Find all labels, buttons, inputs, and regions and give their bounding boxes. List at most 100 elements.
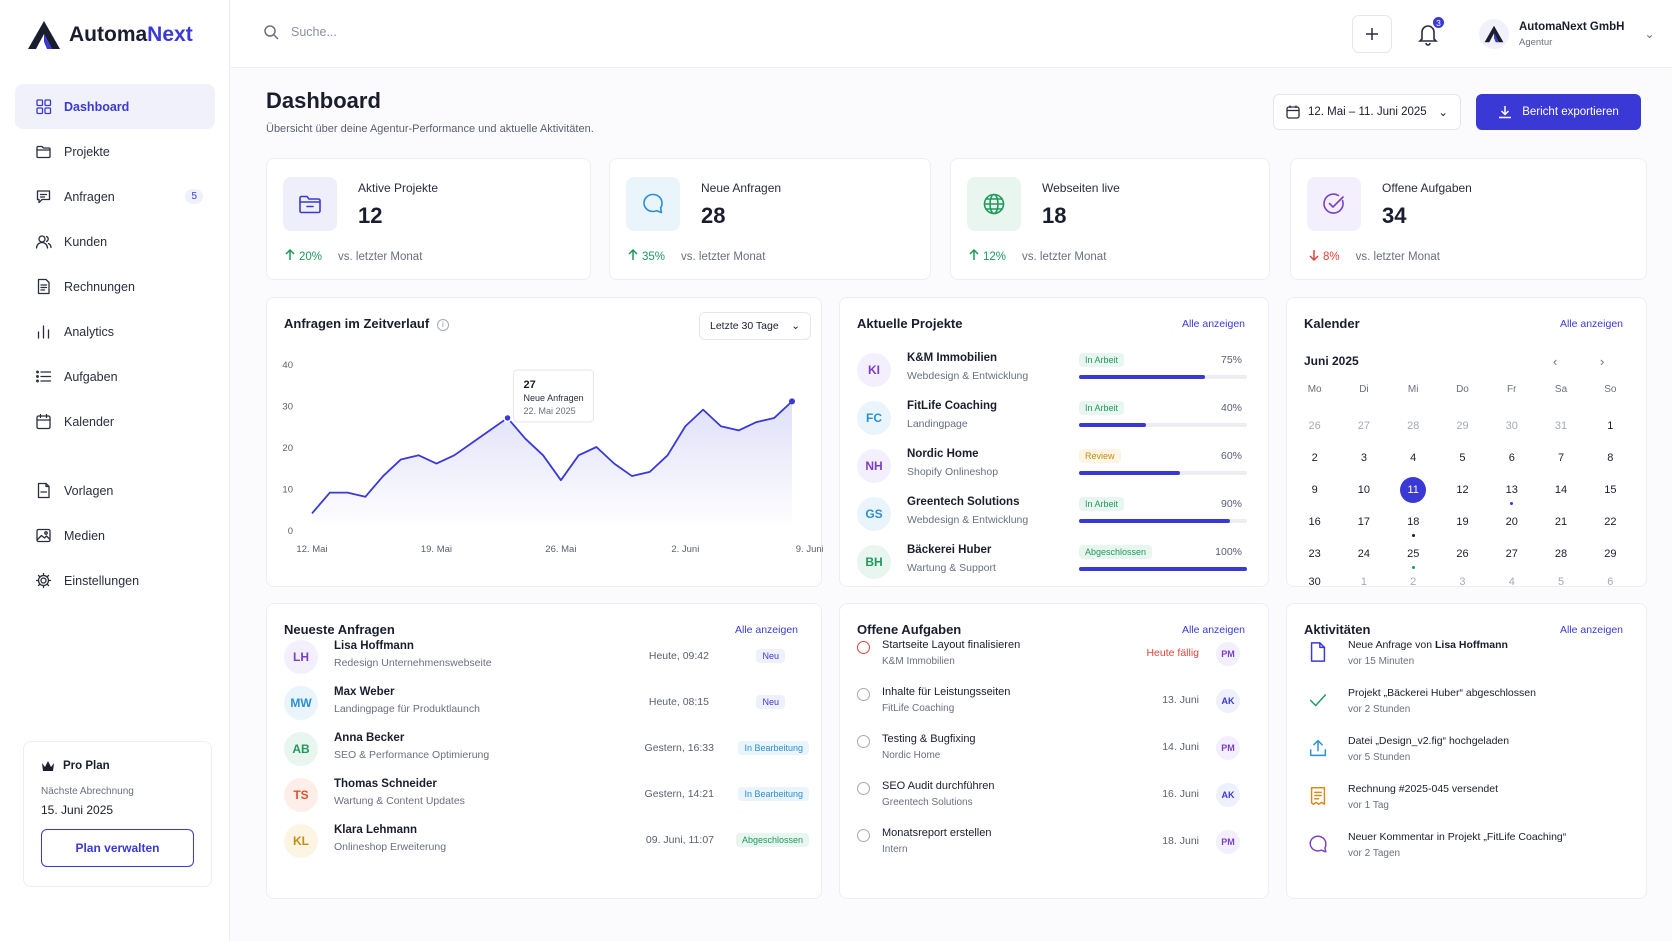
calendar-day[interactable]: 18 (1389, 506, 1438, 538)
sidebar-item-kunden[interactable]: Kunden (15, 219, 215, 264)
calendar-day[interactable]: 5 (1536, 570, 1585, 594)
calendar-day[interactable]: 4 (1487, 570, 1536, 594)
brand-logo[interactable]: AutomaNext (27, 20, 193, 50)
calendar-day[interactable]: 28 (1389, 410, 1438, 442)
calendar-day[interactable]: 12 (1438, 474, 1487, 506)
sidebar-item-analytics[interactable]: Analytics (15, 309, 215, 354)
sidebar-item-projekte[interactable]: Projekte (15, 129, 215, 174)
chevron-right-icon[interactable]: › (1600, 354, 1605, 369)
bell-icon[interactable] (1417, 22, 1439, 46)
calendar-day[interactable]: 30 (1487, 410, 1536, 442)
task-row[interactable]: Startseite Layout finalisieren K&M Immobi… (857, 636, 1242, 680)
task-checkbox[interactable] (857, 641, 870, 654)
project-percent: 75% (1220, 354, 1242, 366)
calendar-day[interactable]: 1 (1586, 410, 1635, 442)
requests-show-all-link[interactable]: Alle anzeigen (734, 624, 798, 636)
date-range-picker[interactable]: 12. Mai – 11. Juni 2025 ⌄ (1273, 94, 1461, 130)
calendar-day[interactable]: 31 (1536, 410, 1585, 442)
projects-show-all-link[interactable]: Alle anzeigen (1181, 318, 1245, 330)
calendar-day[interactable]: 6 (1487, 442, 1536, 474)
search-input[interactable]: Suche... (263, 24, 337, 40)
task-row[interactable]: Monatsreport erstellen Intern 18. Juni PM (857, 824, 1242, 868)
calendar-day[interactable]: 2 (1389, 570, 1438, 594)
calendar-day[interactable]: 15 (1586, 474, 1635, 506)
request-row[interactable]: KL Klara Lehmann Onlineshop Erweiterung 09.… (284, 820, 809, 864)
calendar-day[interactable]: 1 (1339, 570, 1388, 594)
project-row[interactable]: BH Bäckerei Huber Wartung & Support Abgesch… (857, 541, 1247, 585)
activities-show-all-link[interactable]: Alle anzeigen (1559, 624, 1623, 636)
chevron-left-icon[interactable]: ‹ (1553, 354, 1558, 369)
chart-range-select[interactable]: Letzte 30 Tage ⌄ (699, 312, 811, 340)
activity-item[interactable]: Projekt „Bäckerei Huber“ abgeschlossen vo… (1304, 684, 1624, 728)
calendar-day[interactable]: 27 (1487, 538, 1536, 570)
activity-item[interactable]: Datei „Design_v2.fig“ hochgeladen vor 5 S… (1304, 732, 1624, 776)
task-project: Nordic Home (882, 750, 941, 761)
add-button[interactable] (1352, 15, 1392, 53)
project-row[interactable]: FC FitLife Coaching Landingpage In Arbeit 40… (857, 397, 1247, 441)
calendar-day[interactable]: 21 (1536, 506, 1585, 538)
calendar-day[interactable]: 29 (1438, 410, 1487, 442)
request-row[interactable]: AB Anna Becker SEO & Performance Optimieru… (284, 728, 809, 772)
task-row[interactable]: Inhalte für Leistungsseiten FitLife Coach… (857, 683, 1242, 727)
calendar-day[interactable]: 26 (1438, 538, 1487, 570)
task-checkbox[interactable] (857, 688, 870, 701)
calendar-day[interactable]: 30 (1290, 570, 1339, 594)
sidebar-item-rechnungen[interactable]: Rechnungen (15, 264, 215, 309)
calendar-day[interactable]: 19 (1438, 506, 1487, 538)
comment-icon (1304, 830, 1332, 858)
activity-item[interactable]: Neue Anfrage von Lisa Hoffmann vor 15 Min… (1304, 636, 1624, 680)
calendar-show-all-link[interactable]: Alle anzeigen (1559, 318, 1623, 330)
calendar-day[interactable]: 22 (1586, 506, 1635, 538)
account-menu[interactable]: AutomaNext GmbH Agentur ⌄ (1479, 19, 1655, 49)
project-row[interactable]: KI K&M Immobilien Webdesign & Entwicklung I… (857, 349, 1247, 393)
request-row[interactable]: LH Lisa Hoffmann Redesign Unternehmenswebs… (284, 636, 809, 680)
calendar-day[interactable]: 20 (1487, 506, 1536, 538)
sidebar-item-vorlagen[interactable]: Vorlagen (15, 468, 215, 513)
calendar-day[interactable]: 13 (1487, 474, 1536, 506)
calendar-day[interactable]: 24 (1339, 538, 1388, 570)
task-checkbox[interactable] (857, 782, 870, 795)
activity-item[interactable]: Neuer Kommentar in Projekt „FitLife Coac… (1304, 828, 1624, 872)
calendar-day[interactable]: 8 (1586, 442, 1635, 474)
calendar-day[interactable]: 29 (1586, 538, 1635, 570)
calendar-day[interactable]: 14 (1536, 474, 1585, 506)
task-checkbox[interactable] (857, 829, 870, 842)
project-type: Webdesign & Entwicklung (907, 514, 1029, 526)
calendar-day[interactable]: 7 (1536, 442, 1585, 474)
calendar-day[interactable]: 27 (1339, 410, 1388, 442)
task-row[interactable]: Testing & Bugfixing Nordic Home 14. Juni PM (857, 730, 1242, 774)
calendar-day[interactable]: 2 (1290, 442, 1339, 474)
sidebar-item-aufgaben[interactable]: Aufgaben (15, 354, 215, 399)
calendar-day[interactable]: 9 (1290, 474, 1339, 506)
sidebar-item-medien[interactable]: Medien (15, 513, 215, 558)
sidebar-item-dashboard[interactable]: Dashboard (15, 84, 215, 129)
calendar-day[interactable]: 3 (1339, 442, 1388, 474)
calendar-day[interactable]: 16 (1290, 506, 1339, 538)
chart-tooltip-marker[interactable] (503, 413, 512, 423)
tasks-show-all-link[interactable]: Alle anzeigen (1181, 624, 1245, 636)
sidebar-item-anfragen[interactable]: Anfragen 5 (15, 174, 215, 219)
calendar-day[interactable]: 26 (1290, 410, 1339, 442)
activity-item[interactable]: Rechnung #2025-045 versendet vor 1 Tag (1304, 780, 1624, 824)
info-icon[interactable]: i (436, 318, 449, 331)
calendar-day[interactable]: 28 (1536, 538, 1585, 570)
project-row[interactable]: NH Nordic Home Shopify Onlineshop Review 60% (857, 445, 1247, 489)
request-row[interactable]: MW Max Weber Landingpage für Produktlaunch… (284, 682, 809, 726)
sidebar-item-einstellungen[interactable]: Einstellungen (15, 558, 215, 603)
export-report-button[interactable]: Bericht exportieren (1476, 94, 1641, 130)
manage-plan-button[interactable]: Plan verwalten (41, 829, 194, 867)
calendar-day[interactable]: 10 (1339, 474, 1388, 506)
task-row[interactable]: SEO Audit durchführen Greentech Solutions… (857, 777, 1242, 821)
request-row[interactable]: TS Thomas Schneider Wartung & Content Upda… (284, 774, 809, 818)
task-checkbox[interactable] (857, 735, 870, 748)
calendar-day[interactable]: 23 (1290, 538, 1339, 570)
calendar-day[interactable]: 6 (1586, 570, 1635, 594)
calendar-day[interactable]: 5 (1438, 442, 1487, 474)
sidebar-item-kalender[interactable]: Kalender (15, 399, 215, 444)
calendar-day-today[interactable]: 11 (1389, 474, 1438, 506)
calendar-day[interactable]: 17 (1339, 506, 1388, 538)
calendar-day[interactable]: 3 (1438, 570, 1487, 594)
project-row[interactable]: GS Greentech Solutions Webdesign & Entwick… (857, 493, 1247, 537)
calendar-day[interactable]: 25 (1389, 538, 1438, 570)
calendar-day[interactable]: 4 (1389, 442, 1438, 474)
